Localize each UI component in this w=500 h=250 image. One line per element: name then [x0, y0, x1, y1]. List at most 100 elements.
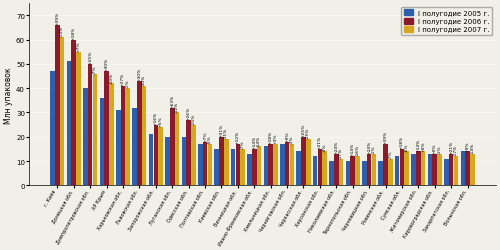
Bar [154, 125, 158, 186]
Text: -16%: -16% [356, 145, 360, 156]
Text: -12%: -12% [175, 101, 179, 112]
Text: +3%: +3% [274, 133, 278, 144]
Bar [285, 142, 290, 186]
Bar [444, 159, 448, 186]
Bar [268, 144, 273, 186]
Text: -13%: -13% [60, 26, 64, 37]
Bar [165, 137, 170, 186]
Text: -7%: -7% [388, 150, 392, 158]
Bar [109, 84, 114, 186]
Text: -5%: -5% [208, 135, 212, 144]
Text: +0%: +0% [421, 140, 425, 151]
Bar [437, 154, 442, 186]
Bar [170, 108, 174, 186]
Bar [174, 113, 180, 186]
Bar [252, 149, 256, 186]
Bar [83, 89, 87, 186]
Bar [100, 98, 104, 186]
Text: +39%: +39% [56, 12, 60, 25]
Y-axis label: Млн упаковок: Млн упаковок [4, 67, 13, 123]
Bar [421, 152, 426, 186]
Bar [470, 154, 474, 186]
Bar [329, 162, 334, 186]
Bar [132, 108, 137, 186]
Text: -1%: -1% [372, 145, 376, 154]
Bar [191, 125, 196, 186]
Bar [339, 159, 344, 186]
Bar [256, 147, 262, 186]
Text: -14%: -14% [257, 135, 261, 146]
Bar [306, 140, 310, 186]
Text: -17%: -17% [339, 147, 343, 158]
Text: -7%: -7% [240, 140, 244, 148]
Bar [240, 149, 245, 186]
Bar [296, 152, 301, 186]
Bar [428, 154, 432, 186]
Bar [76, 52, 81, 186]
Bar [273, 144, 278, 186]
Bar [378, 162, 383, 186]
Bar [372, 154, 376, 186]
Bar [350, 156, 355, 186]
Text: +16%: +16% [154, 111, 158, 124]
Text: -4%: -4% [322, 142, 326, 151]
Bar [247, 154, 252, 186]
Bar [454, 156, 458, 186]
Bar [60, 38, 64, 186]
Text: +24%: +24% [367, 140, 371, 153]
Bar [412, 154, 416, 186]
Text: -14%: -14% [470, 142, 474, 154]
Text: +21%: +21% [449, 140, 453, 153]
Text: +24%: +24% [334, 140, 338, 153]
Text: -30%: -30% [142, 74, 146, 86]
Text: -20%: -20% [110, 72, 114, 83]
Bar [322, 152, 327, 186]
Text: +7%: +7% [76, 41, 80, 52]
Bar [116, 110, 120, 186]
Bar [280, 144, 284, 186]
Bar [346, 162, 350, 186]
Text: +25%: +25% [88, 50, 92, 64]
Text: +0%: +0% [432, 143, 436, 154]
Text: +31%: +31% [220, 123, 224, 136]
Text: +18%: +18% [268, 130, 272, 144]
Bar [158, 128, 163, 186]
Bar [362, 162, 366, 186]
Bar [231, 149, 235, 186]
Text: +9%: +9% [466, 140, 469, 151]
Text: +12%: +12% [236, 130, 240, 144]
Bar [236, 144, 240, 186]
Text: +21%: +21% [318, 136, 322, 148]
Text: +5%: +5% [158, 116, 162, 127]
Bar [120, 86, 126, 186]
Bar [88, 65, 92, 186]
Bar [313, 156, 318, 186]
Text: +27%: +27% [121, 72, 125, 86]
Bar [318, 149, 322, 186]
Bar [432, 154, 437, 186]
Bar [466, 152, 470, 186]
Bar [198, 144, 202, 186]
Bar [137, 82, 141, 186]
Bar [104, 72, 109, 186]
Text: -25%: -25% [192, 113, 196, 124]
Bar [416, 152, 420, 186]
Bar [400, 149, 404, 186]
Text: +14%: +14% [252, 136, 256, 148]
Text: +30%: +30% [138, 68, 141, 81]
Bar [460, 152, 465, 186]
Bar [224, 140, 228, 186]
Text: +30%: +30% [104, 58, 108, 71]
Text: -25%: -25% [306, 128, 310, 139]
Bar [388, 159, 392, 186]
Text: -31%: -31% [224, 128, 228, 139]
Bar [142, 86, 146, 186]
Text: +18%: +18% [400, 136, 404, 148]
Text: +63%: +63% [170, 94, 174, 108]
Text: -17%: -17% [454, 145, 458, 156]
Bar [186, 120, 191, 186]
Bar [55, 26, 60, 186]
Text: +39%: +39% [384, 130, 388, 144]
Bar [449, 154, 454, 186]
Text: -1%: -1% [126, 80, 130, 88]
